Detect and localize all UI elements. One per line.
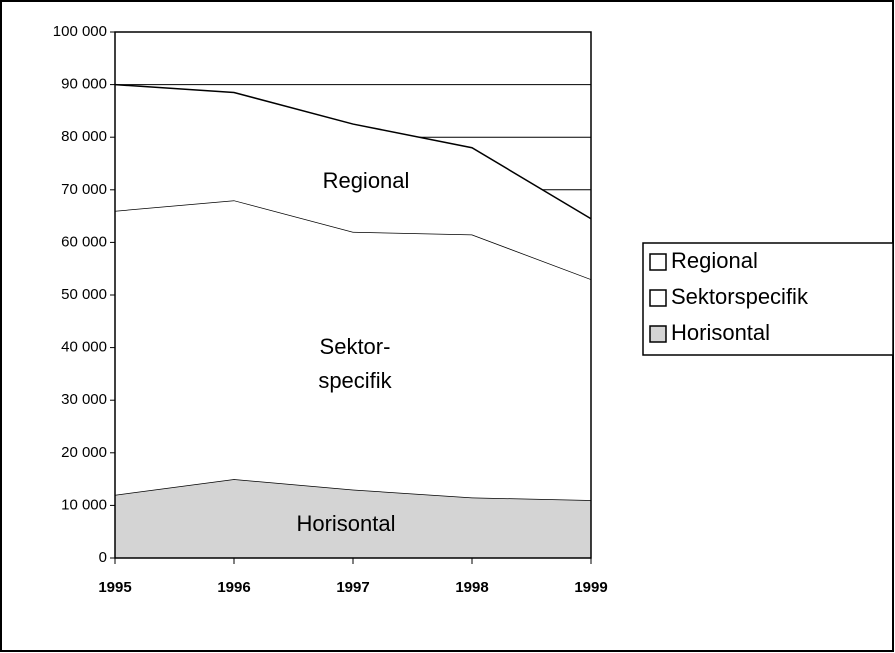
- area-label: specifik: [318, 368, 392, 393]
- area-label: Sektor-: [320, 334, 391, 359]
- y-tick-label: 0: [99, 549, 107, 566]
- area-label: Horisontal: [296, 511, 395, 536]
- area: [115, 84, 591, 280]
- area-edge: [114, 83, 592, 220]
- y-tick-label: 30 000: [61, 391, 107, 408]
- legend-label: Regional: [671, 248, 758, 273]
- x-tick-label: 1999: [574, 579, 607, 596]
- x-tick-label: 1998: [455, 579, 488, 596]
- y-tick-label: 80 000: [61, 128, 107, 145]
- plot-frame: [114, 31, 592, 559]
- legend-label: Horisontal: [671, 320, 770, 345]
- legend-swatch: [649, 289, 667, 307]
- y-tick-label: 100 000: [53, 23, 107, 40]
- legend-swatch: [649, 253, 667, 271]
- legend-label: Sektorspecifik: [671, 284, 809, 309]
- y-tick-label: 20 000: [61, 444, 107, 461]
- y-tick-label: 90 000: [61, 76, 107, 93]
- y-tick-label: 10 000: [61, 496, 107, 513]
- y-tick-label: 70 000: [61, 181, 107, 198]
- y-tick-label: 40 000: [61, 339, 107, 356]
- x-tick-label: 1995: [98, 579, 131, 596]
- legend-box: [642, 242, 894, 356]
- legend-swatch: [649, 325, 667, 343]
- y-tick-label: 60 000: [61, 233, 107, 250]
- area-label: Regional: [323, 168, 410, 193]
- x-tick-label: 1996: [217, 579, 250, 596]
- y-tick-label: 50 000: [61, 286, 107, 303]
- x-tick-label: 1997: [336, 579, 369, 596]
- area: [115, 479, 591, 558]
- area: [115, 200, 591, 501]
